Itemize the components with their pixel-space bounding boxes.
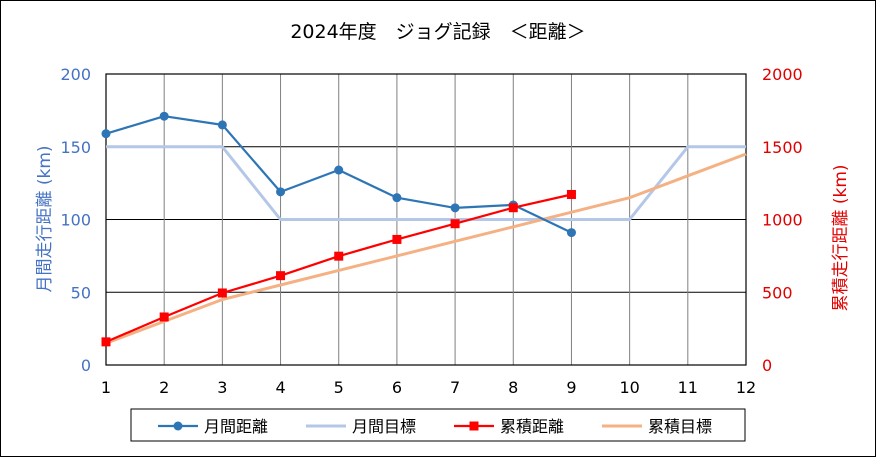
legend-entry: 月間距離 <box>158 417 268 436</box>
y-right-tick-label: 500 <box>762 283 793 302</box>
data-point <box>450 203 460 213</box>
x-tick-label: 7 <box>450 378 460 397</box>
data-point <box>334 165 344 175</box>
series <box>101 111 747 347</box>
data-point <box>392 193 402 203</box>
legend-label: 累積距離 <box>500 417 564 436</box>
series-2 <box>106 145 746 221</box>
x-tick-label: 2 <box>159 378 169 397</box>
y-left-tick-label: 200 <box>60 65 91 84</box>
y-right-tick-label: 2000 <box>762 65 803 84</box>
data-point <box>101 129 111 139</box>
series-line <box>105 152 747 345</box>
data-point <box>566 189 576 199</box>
series-line <box>106 145 746 221</box>
legend-label: 月間目標 <box>352 417 416 436</box>
y-left-tick-label: 150 <box>60 138 91 157</box>
legend-box <box>130 408 746 442</box>
y-left-tick-label: 50 <box>71 283 91 302</box>
series-3 <box>101 189 576 347</box>
x-tick-label: 1 <box>101 378 111 397</box>
data-point <box>159 312 169 322</box>
x-tick-label: 6 <box>392 378 402 397</box>
y-axis-right-label: 累積走行距離 (km) <box>831 164 851 311</box>
legend-entry: 累積目標 <box>602 417 712 436</box>
data-point <box>334 251 344 261</box>
x-tick-label: 8 <box>508 378 518 397</box>
y-left-tick-label: 100 <box>60 211 91 230</box>
data-point <box>101 337 111 347</box>
y-axis-left-label: 月間走行距離 (km) <box>35 145 55 292</box>
x-tick-label: 10 <box>619 378 639 397</box>
x-tick-label: 5 <box>334 378 344 397</box>
y-right-tick-label: 1500 <box>762 138 803 157</box>
legend-marker <box>173 421 183 431</box>
legend-marker <box>469 421 479 431</box>
x-tick-label: 9 <box>566 378 576 397</box>
legend-label: 月間距離 <box>204 417 268 436</box>
data-point <box>159 111 169 121</box>
x-tick-label: 11 <box>678 378 698 397</box>
x-tick-label: 4 <box>275 378 285 397</box>
data-point <box>508 203 518 213</box>
x-tick-label: 3 <box>217 378 227 397</box>
y-left-tick-label: 0 <box>81 356 91 375</box>
plot-area <box>105 73 747 366</box>
legend-entries: 月間距離 月間目標 累積距離 累積目標 <box>158 417 712 436</box>
legend-entry: 月間目標 <box>306 417 416 436</box>
series-1 <box>101 111 576 238</box>
series-4 <box>105 152 747 345</box>
legend: 月間距離 月間目標 累積距離 累積目標 <box>130 408 746 442</box>
chart-title: 2024年度 ジョグ記録 ＜距離＞ <box>290 21 585 43</box>
data-point <box>392 234 402 244</box>
legend-entry: 累積距離 <box>454 417 564 436</box>
y-right-tick-label: 1000 <box>762 211 803 230</box>
data-point <box>276 271 286 281</box>
data-point <box>217 120 227 130</box>
legend-label: 累積目標 <box>648 417 712 436</box>
data-point <box>450 219 460 229</box>
y-right-tick-label: 0 <box>762 356 772 375</box>
x-tick-label: 12 <box>736 378 756 397</box>
data-point <box>566 228 576 238</box>
data-point <box>217 288 227 298</box>
data-point <box>276 187 286 197</box>
